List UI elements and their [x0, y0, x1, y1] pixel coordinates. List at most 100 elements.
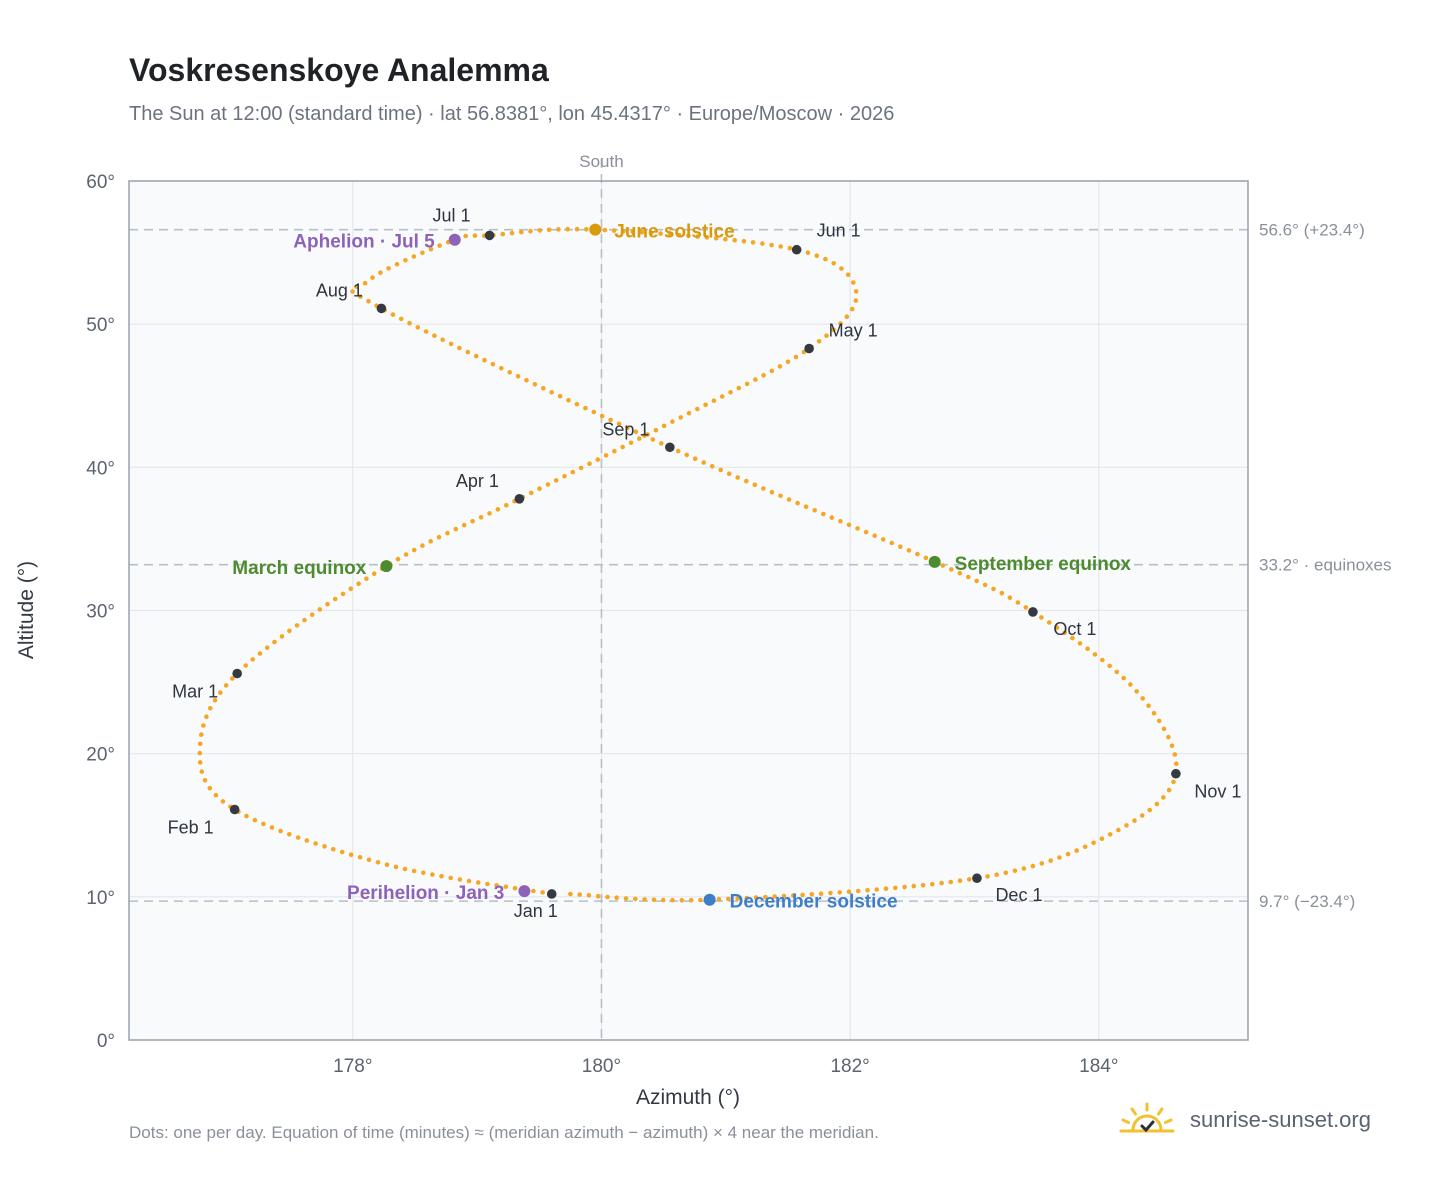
brand-logo[interactable]: sunrise-sunset.org [1118, 1100, 1371, 1140]
daily-dot [357, 855, 363, 860]
daily-dot [340, 591, 346, 597]
daily-dot [420, 250, 425, 256]
daily-dot [358, 294, 363, 299]
daily-dot [838, 518, 843, 524]
daily-dot [846, 889, 852, 894]
daily-dot [473, 353, 479, 359]
daily-dot [1161, 726, 1167, 732]
daily-dot [686, 233, 691, 239]
daily-dot [599, 413, 605, 419]
event-marker [448, 233, 461, 246]
daily-dot [1062, 630, 1067, 636]
month-marker [484, 230, 495, 241]
daily-dot [395, 556, 401, 562]
daily-dot [849, 306, 855, 312]
daily-dot [686, 410, 692, 416]
daily-dot [411, 254, 417, 259]
daily-dot [204, 714, 209, 719]
daily-dot [670, 897, 675, 903]
daily-dot [735, 896, 740, 901]
daily-dot [472, 233, 478, 238]
daily-dot [475, 880, 481, 885]
daily-dot [415, 325, 421, 330]
daily-dot [902, 884, 907, 890]
daily-dot [411, 547, 417, 553]
daily-dot [695, 234, 700, 239]
daily-dot [1128, 682, 1133, 687]
daily-dot [637, 436, 642, 441]
daily-dot [322, 844, 327, 849]
daily-dot [661, 423, 667, 429]
daily-dot [1146, 703, 1151, 708]
month-marker-label: Jun 1 [817, 221, 861, 241]
daily-dot [982, 582, 988, 588]
daily-dot [642, 433, 647, 438]
daily-dot [1021, 866, 1027, 871]
daily-dot [853, 298, 859, 303]
daily-dot [1172, 752, 1178, 757]
chart-footnote: Dots: one per day. Equation of time (min… [129, 1123, 879, 1142]
daily-dot [546, 227, 552, 233]
daily-dot [703, 402, 708, 408]
daily-dot [625, 425, 630, 431]
daily-dot [1070, 635, 1075, 641]
daily-dot [999, 590, 1005, 596]
daily-dot [436, 534, 442, 540]
daily-dot [212, 698, 218, 703]
daily-sun-path [197, 226, 1179, 903]
daily-dot [893, 885, 898, 891]
daily-dot [531, 888, 536, 894]
daily-dot [603, 453, 609, 458]
daily-dot [1085, 646, 1090, 652]
daily-dot [1048, 858, 1053, 863]
reference-line-label: 33.2° · equinoxes [1259, 556, 1392, 575]
daily-dot [578, 465, 584, 471]
month-marker-label: Apr 1 [456, 471, 499, 491]
daily-dot [1174, 761, 1179, 766]
daily-dot [509, 230, 515, 236]
month-marker [1171, 768, 1181, 779]
daily-dot [898, 544, 903, 549]
month-marker [972, 873, 982, 884]
daily-dot [736, 385, 742, 391]
daily-dot [230, 676, 235, 681]
daily-dot [440, 337, 446, 343]
daily-dot [272, 639, 277, 645]
daily-dot [482, 357, 487, 363]
daily-dot [556, 227, 561, 232]
daily-dot [302, 617, 307, 623]
month-marker-label: Sep 1 [602, 419, 649, 439]
daily-dot [1140, 696, 1145, 701]
daily-dot [309, 612, 315, 617]
daily-dot [287, 628, 292, 634]
daily-dot [818, 891, 824, 896]
month-marker-label: Dec 1 [995, 885, 1042, 905]
daily-dot [611, 228, 617, 233]
daily-dot [831, 261, 836, 266]
daily-dot [244, 813, 249, 819]
daily-dot [445, 530, 450, 536]
daily-dot [1124, 823, 1129, 828]
month-marker [665, 442, 675, 453]
daily-dot [386, 266, 391, 271]
daily-dot [824, 333, 829, 339]
daily-dot [769, 368, 775, 374]
daily-dot [537, 228, 543, 233]
daily-dot [1154, 801, 1160, 807]
daily-dot [1039, 615, 1044, 620]
daily-dot [574, 226, 580, 232]
daily-dot [207, 785, 213, 791]
daily-dot [838, 321, 843, 326]
daily-dot [679, 898, 685, 903]
daily-dot [494, 883, 499, 888]
daily-dot [317, 607, 323, 612]
daily-dot [213, 792, 219, 798]
event-marker [703, 893, 716, 906]
daily-dot [430, 872, 435, 877]
daily-dot [906, 548, 912, 553]
brand-text: sunrise-sunset.org [1190, 1107, 1371, 1132]
daily-dot [528, 490, 534, 496]
y-tick-label: 40° [86, 458, 115, 479]
daily-dot [370, 275, 375, 280]
daily-dot [503, 884, 509, 890]
